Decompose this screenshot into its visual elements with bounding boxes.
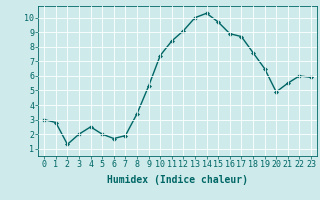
X-axis label: Humidex (Indice chaleur): Humidex (Indice chaleur) [107,175,248,185]
